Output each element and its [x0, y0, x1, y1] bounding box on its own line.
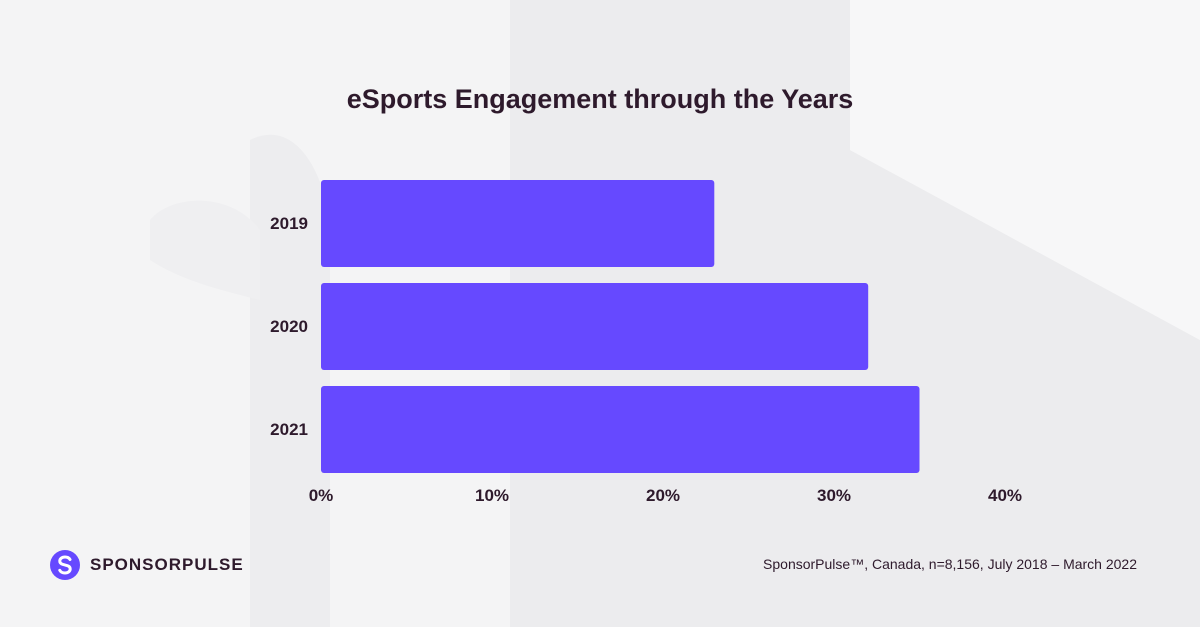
y-tick-label-2021: 2021	[270, 420, 308, 439]
logo-text: SPONSORPULSE	[90, 555, 244, 574]
bar-2019	[321, 180, 715, 267]
x-tick-label: 20%	[646, 486, 680, 505]
y-tick-label-2020: 2020	[270, 317, 308, 336]
background-shape-hand	[150, 200, 260, 300]
y-tick-label-2019: 2019	[270, 214, 308, 233]
background-shape-top	[850, 0, 1200, 340]
chart-title: eSports Engagement through the Years	[346, 84, 854, 114]
x-tick-label: 40%	[988, 486, 1022, 505]
bar-2020	[321, 283, 869, 370]
source-note: SponsorPulse™, Canada, n=8,156, July 201…	[763, 556, 1137, 572]
x-tick-label: 10%	[475, 486, 509, 505]
bar-2021	[321, 386, 920, 473]
x-tick-label: 0%	[309, 486, 334, 505]
background-shape-left	[250, 134, 330, 627]
sponsorpulse-logo-icon	[50, 550, 80, 580]
brand-logo[interactable]: SPONSORPULSE	[50, 550, 244, 580]
x-tick-label: 30%	[817, 486, 851, 505]
